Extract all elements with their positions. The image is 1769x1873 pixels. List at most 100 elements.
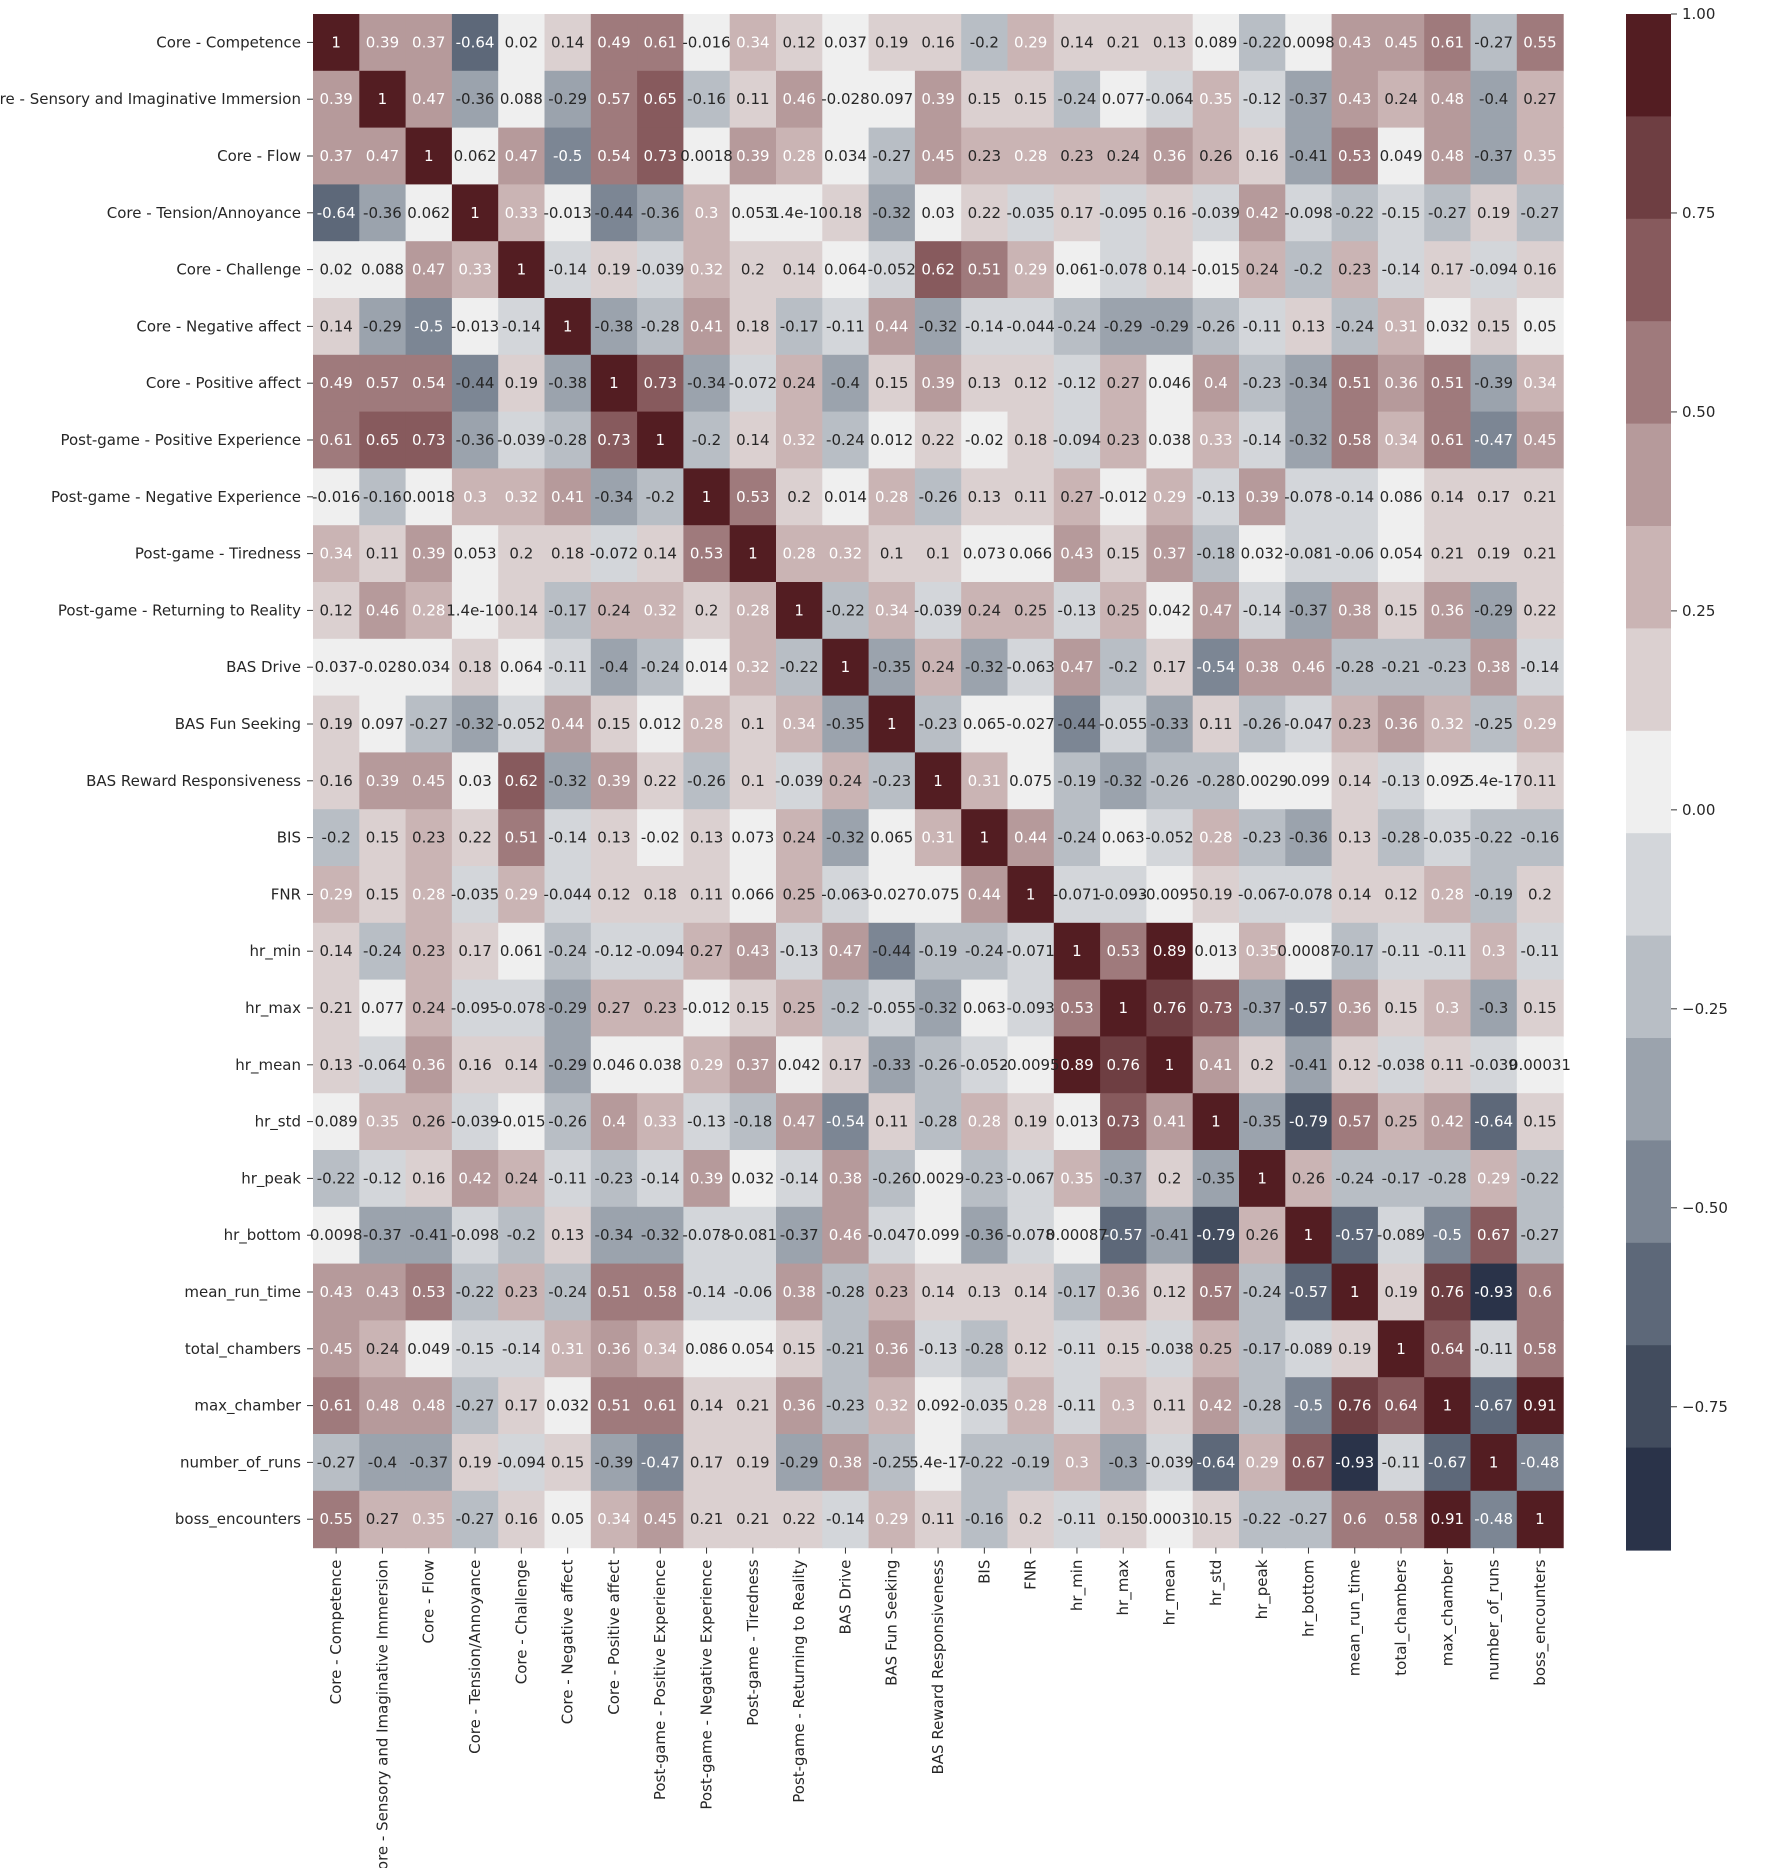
cell-value-label: 0.34	[736, 33, 769, 51]
heatmap-cell	[1007, 127, 1055, 185]
heatmap-cell	[1239, 979, 1286, 1037]
cell-value-label: -0.32	[826, 829, 865, 847]
heatmap-cell	[776, 1036, 823, 1094]
heatmap-cell	[498, 525, 546, 583]
cell-value-label: 0.21	[319, 999, 352, 1017]
cell-value-label: -0.5	[1433, 1226, 1462, 1244]
heatmap-cell	[1053, 1320, 1101, 1378]
heatmap-cell	[451, 184, 499, 242]
cell-value-label: -0.094	[636, 942, 684, 960]
colorbar: 1.000.750.500.250.00−0.25−0.50−0.75	[1626, 5, 1728, 1551]
heatmap-cell	[776, 866, 823, 924]
heatmap-cell	[1007, 809, 1055, 867]
cell-value-label: 0.15	[1107, 545, 1140, 563]
heatmap-cell	[405, 70, 453, 129]
x-tick-label: max_chamber	[1438, 1559, 1457, 1666]
cell-value-label: 0.12	[319, 601, 352, 619]
heatmap-cell	[451, 70, 499, 129]
heatmap-cell	[451, 1490, 499, 1549]
heatmap-cell	[1377, 1206, 1425, 1265]
heatmap-cell	[637, 1434, 684, 1492]
heatmap-cell	[961, 411, 1009, 469]
cell-value-label: 0.46	[1292, 658, 1325, 676]
heatmap-cell	[868, 354, 916, 413]
cell-value-label: -0.039	[497, 431, 545, 449]
cell-annotations: 1 0.39 0.37 -0.64 0.02 0.14 0.49 0.61 -0.016 0.34…	[310, 33, 1571, 1528]
heatmap-cell	[683, 411, 731, 469]
heatmap-cell	[1100, 809, 1147, 867]
heatmap-cell	[1331, 411, 1379, 469]
cell-value-label: -0.035	[1423, 829, 1471, 847]
heatmap-cell	[405, 582, 453, 640]
cell-value-label: 0.45	[1384, 33, 1417, 51]
heatmap-cell	[359, 127, 407, 185]
heatmap-cell	[637, 354, 684, 413]
heatmap-cell	[1146, 752, 1194, 810]
cell-value-label: 1	[609, 374, 619, 392]
heatmap-cell	[637, 298, 684, 356]
heatmap-cell	[1007, 922, 1055, 981]
heatmap-cell	[776, 1150, 823, 1208]
heatmap-cell	[914, 1320, 962, 1378]
y-tick-label: Core - Positive affect	[146, 374, 301, 392]
x-tick-label: Core - Flow	[420, 1560, 438, 1644]
cell-value-label: 0.47	[1060, 658, 1093, 676]
heatmap-cell	[1146, 1093, 1194, 1151]
cell-value-label: 5.4e-17	[909, 1453, 967, 1471]
cell-value-label: 1	[794, 601, 804, 619]
cell-value-label: 0.0029	[912, 1169, 965, 1187]
cell-value-label: 0.33	[505, 204, 538, 222]
heatmap-cell	[729, 525, 777, 583]
cell-value-label: 0.53	[736, 488, 769, 506]
heatmap-cell	[1424, 298, 1472, 356]
cell-value-label: -0.23	[826, 1397, 865, 1415]
cell-value-label: 0.00087	[1277, 942, 1339, 960]
heatmap-cell	[359, 979, 407, 1037]
cell-value-label: -0.29	[548, 999, 587, 1017]
heatmap-cell	[1424, 184, 1472, 242]
cell-value-label: 1	[980, 829, 990, 847]
cell-value-label: 0.26	[412, 1113, 445, 1131]
cell-value-label: -0.16	[687, 90, 726, 108]
cell-value-label: 0.21	[690, 1510, 723, 1528]
heatmap-cell	[1470, 1150, 1518, 1208]
heatmap-cell	[1100, 1320, 1147, 1378]
cell-value-label: 0.13	[968, 488, 1001, 506]
heatmap-cell	[1377, 1263, 1425, 1321]
heatmap-cell	[1516, 638, 1564, 697]
heatmap-cell	[1516, 866, 1564, 924]
cell-value-label: 0.3	[695, 204, 719, 222]
cell-value-label: 0.00031	[1509, 1056, 1571, 1074]
cell-value-label: 0.22	[644, 772, 677, 790]
heatmap-cell	[498, 1377, 546, 1435]
cell-value-label: -0.2	[1109, 658, 1138, 676]
cell-value-label: 0.077	[361, 999, 404, 1017]
cell-value-label: 0.2	[741, 261, 765, 279]
cell-value-label: 0.42	[1199, 1397, 1232, 1415]
cell-value-label: 0.15	[1107, 1510, 1140, 1528]
cell-value-label: 0.23	[968, 147, 1001, 165]
heatmap-cell	[683, 866, 731, 924]
heatmap-cell	[683, 979, 731, 1037]
cell-value-label: 0.34	[782, 715, 815, 733]
heatmap-cell	[1285, 1150, 1333, 1208]
heatmap-cell	[1285, 14, 1333, 72]
heatmap-cell	[1146, 1206, 1194, 1265]
cell-value-label: -0.078	[497, 999, 545, 1017]
cell-value-label: 0.19	[875, 33, 908, 51]
heatmap-cell	[1285, 695, 1333, 753]
x-tick-label: BAS Reward Responsiveness	[929, 1559, 947, 1774]
heatmap-cell	[544, 1263, 592, 1321]
heatmap-cell	[359, 866, 407, 924]
heatmap-cell	[822, 298, 870, 356]
heatmap-cell	[1192, 1036, 1240, 1094]
heatmap-cell	[1377, 184, 1425, 242]
heatmap-cell	[637, 14, 684, 72]
cell-value-label: 0.29	[690, 1056, 723, 1074]
heatmap-cell	[590, 70, 638, 129]
cell-value-label: -0.052	[960, 1056, 1008, 1074]
cell-value-label: 0.086	[1380, 488, 1423, 506]
cell-value-label: -0.17	[1382, 1169, 1421, 1187]
cell-value-label: 0.14	[921, 1283, 954, 1301]
heatmap-cell	[405, 1490, 453, 1549]
